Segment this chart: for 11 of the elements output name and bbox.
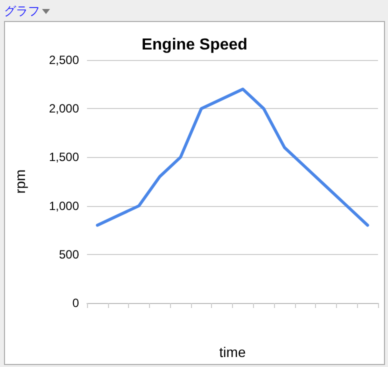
y-tick-label: 500	[58, 247, 80, 262]
x-axis-title: time	[219, 344, 246, 360]
text: グラフ	[4, 2, 40, 20]
y-tick-label: 2,000	[48, 102, 80, 116]
line-series	[96, 88, 370, 227]
y-tick-label: 0	[72, 296, 80, 310]
chart-title: Engine Speed	[142, 36, 248, 54]
y-tick-label: 1,500	[48, 150, 80, 164]
y-tick-label: 1,000	[48, 198, 80, 213]
y-tick-label: 2,500	[48, 53, 80, 67]
y-axis-title: rpm	[12, 169, 28, 194]
